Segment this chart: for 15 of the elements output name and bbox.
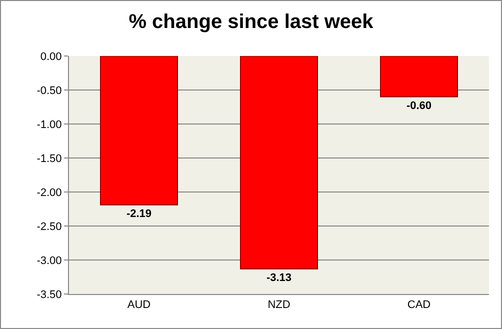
y-tick-label: -2.50 <box>36 220 62 233</box>
y-tick-label: -3.50 <box>36 288 62 301</box>
y-tick-label: -1.50 <box>36 152 62 165</box>
y-tick-label: -2.00 <box>36 186 62 199</box>
y-tick-label: -0.50 <box>36 84 62 97</box>
x-tick-label: AUD <box>127 299 151 312</box>
data-label: -2.19 <box>126 208 152 220</box>
y-tick-label: 0.00 <box>40 50 62 63</box>
data-label: -3.13 <box>266 272 292 284</box>
chart-title: % change since last week <box>128 11 374 34</box>
y-tick-label: -1.00 <box>36 118 62 131</box>
x-tick-label: CAD <box>407 299 431 312</box>
x-tick-label: NZD <box>268 299 290 312</box>
data-label: -0.60 <box>406 100 432 112</box>
y-tick-label: -3.00 <box>36 254 62 267</box>
